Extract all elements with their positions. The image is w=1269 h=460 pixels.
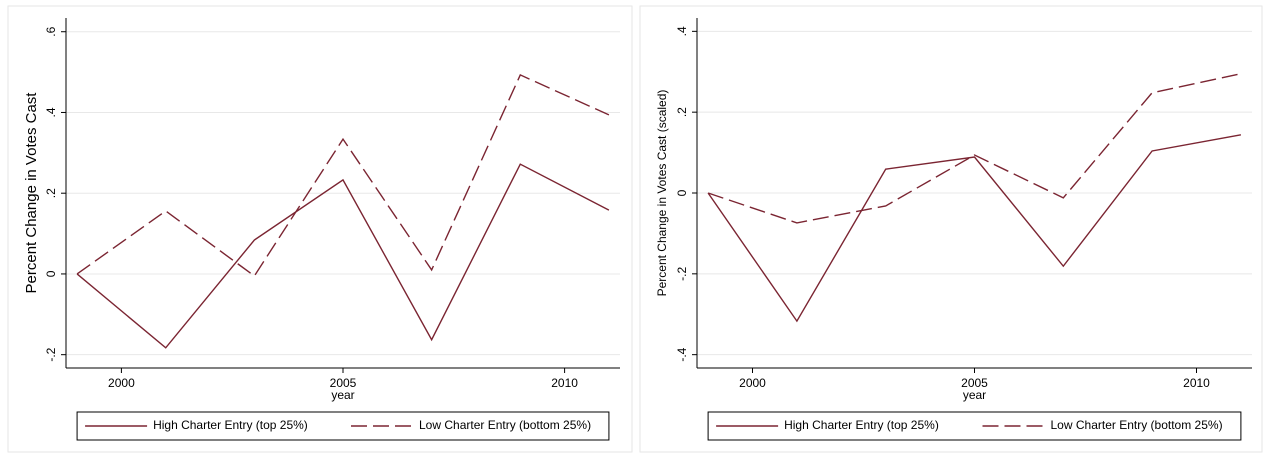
- y-tick-label: -.2: [44, 347, 58, 361]
- x-tick-label: 2000: [108, 376, 135, 390]
- data-line: [707, 73, 1242, 224]
- x-axis-label: year: [963, 388, 986, 402]
- legend-box: [707, 411, 1242, 441]
- legend-label: High Charter Entry (top 25%): [784, 418, 939, 432]
- x-tick-label: 2000: [739, 376, 766, 390]
- x-tick-label: 2005: [961, 376, 988, 390]
- legend-label: Low Charter Entry (bottom 25%): [419, 418, 591, 432]
- y-tick-label: -.4: [675, 347, 689, 361]
- x-tick-label: 2010: [1183, 376, 1210, 390]
- legend-box: [76, 411, 610, 441]
- data-line: [76, 163, 610, 349]
- y-tick-label: .2: [675, 107, 689, 117]
- y-tick-label: .6: [44, 26, 58, 36]
- y-tick-label: 0: [675, 189, 689, 196]
- x-tick-label: 2010: [551, 376, 578, 390]
- data-line: [707, 134, 1242, 323]
- y-tick-label: -.2: [675, 267, 689, 281]
- y-tick-label: .2: [44, 188, 58, 198]
- y-tick-label: .4: [675, 26, 689, 36]
- y-axis-label: Percent Change in Votes Cast (scaled): [655, 90, 669, 297]
- y-axis-label: Percent Change in Votes Cast: [23, 92, 40, 294]
- y-tick-label: 0: [44, 270, 58, 277]
- x-axis-label: year: [331, 388, 354, 402]
- data-line: [76, 73, 610, 277]
- legend-label: Low Charter Entry (bottom 25%): [1051, 418, 1223, 432]
- legend-label: High Charter Entry (top 25%): [153, 418, 308, 432]
- x-tick-label: 2005: [330, 376, 357, 390]
- panel-frame: [7, 5, 633, 453]
- panel-frame: [639, 5, 1263, 453]
- y-tick-label: .4: [44, 107, 58, 117]
